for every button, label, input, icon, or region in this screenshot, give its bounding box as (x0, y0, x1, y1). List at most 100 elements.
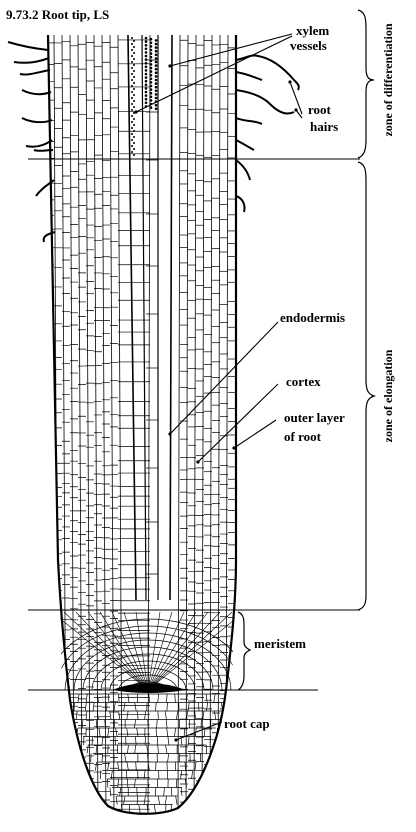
root-hairs-label-line1: root (308, 102, 332, 117)
xylem-label-line2: vessels (290, 38, 327, 53)
meristem-ray (87, 612, 149, 690)
cell-wall (133, 778, 136, 788)
xylem-pit (144, 47, 148, 51)
cell-wall (98, 727, 101, 737)
meristem-ray (63, 612, 149, 690)
xylem-pit (154, 53, 158, 57)
xylem-pit (144, 87, 148, 90)
root-hairs-leader-1 (289, 81, 303, 115)
xylem-pit (131, 43, 133, 45)
leader-arrowheads (134, 64, 298, 742)
endodermis-leader (169, 321, 279, 435)
xylem-pit (144, 36, 148, 40)
cell-wall (154, 787, 157, 797)
xylem-pit (133, 100, 135, 102)
xylem-pit (133, 130, 135, 132)
outer-layer-label-line2: of root (284, 429, 322, 444)
endodermis-label: endodermis (280, 310, 345, 325)
cell-wall (118, 710, 121, 720)
root-hairs-arrow-1 (288, 80, 292, 84)
cell-wall (198, 702, 200, 712)
cell-wall (61, 35, 67, 814)
xylem-pit (144, 40, 148, 43)
xylem-pit (154, 42, 158, 46)
xylem-pit (144, 83, 148, 87)
xylem-pit (131, 37, 133, 39)
cell-wall (147, 753, 149, 763)
cell-grid (46, 35, 236, 814)
stele-right-boundary (169, 34, 173, 601)
xylem-pit (133, 94, 135, 96)
xylem-pit (149, 59, 153, 63)
xylem-pit (131, 49, 133, 51)
xylem-pit (131, 97, 133, 99)
root-hairs-right (235, 54, 300, 213)
cell-wall (202, 710, 205, 720)
meristem-ray (75, 612, 149, 690)
cell-wall (95, 719, 98, 729)
cell-wall (225, 35, 229, 814)
xylem-pit (133, 82, 135, 84)
xylem-pit (133, 76, 135, 78)
cell-wall (123, 702, 126, 712)
xylem-pit (133, 106, 135, 108)
cell-wall (167, 753, 170, 763)
meristem-label: meristem (254, 636, 306, 651)
xylem-pit (149, 99, 153, 102)
xylem-pit (133, 136, 135, 138)
xylem-pit (154, 96, 158, 100)
cell-wall (217, 35, 221, 814)
xylem-pit (144, 69, 148, 72)
xylem-leader-2 (135, 35, 293, 113)
xylem-arrow-1 (168, 64, 172, 68)
cell-wall (165, 744, 168, 754)
cell-wall (164, 710, 167, 720)
xylem-pit (133, 46, 135, 48)
cell-wall (115, 727, 118, 737)
cell-wall (85, 693, 88, 703)
xylem-pit (149, 48, 153, 52)
xylem-pit (131, 139, 133, 141)
cell-wall (148, 693, 150, 703)
cell-wall (92, 702, 95, 712)
cortex-leader (197, 383, 279, 463)
outer-layer-label-line1: outer layer (284, 410, 345, 425)
cortex-label: cortex (286, 374, 321, 389)
cell-wall (165, 719, 168, 729)
cell-wall (206, 702, 209, 712)
cell-wall (135, 761, 137, 771)
cell-wall (119, 787, 122, 797)
xylem-pit (144, 79, 148, 83)
cell-wall (134, 736, 137, 746)
cell-wall (146, 744, 149, 754)
xylem-pit (149, 55, 153, 59)
cell-wall (213, 693, 216, 703)
xylem-pit (131, 127, 133, 129)
xylem-pit (144, 94, 148, 97)
cell-wall (91, 736, 93, 746)
cell-wall (81, 719, 84, 729)
cell-wall (65, 710, 68, 720)
xylem-pit (133, 88, 135, 90)
meristem-ray (147, 612, 233, 690)
xylem-pit (154, 85, 158, 89)
xylem-pit (144, 58, 148, 61)
xylem-pit (133, 148, 135, 150)
cell-wall (109, 35, 115, 814)
cell-wall (174, 727, 177, 737)
meristem-ray (147, 612, 221, 690)
meristem-ray (147, 612, 234, 690)
cell-wall (124, 753, 127, 763)
cell-wall (126, 727, 129, 737)
xylem-arrow-2 (134, 110, 138, 114)
xylem-pit (149, 91, 153, 95)
xylem-pit (149, 63, 153, 66)
cell-wall (109, 710, 112, 720)
cell-wall (185, 693, 188, 703)
xylem-pit (131, 91, 133, 93)
xylem-pit (144, 90, 148, 94)
meristem-ray (147, 612, 173, 690)
cell-wall (125, 770, 128, 780)
cell-wall (134, 719, 137, 729)
cell-wall (117, 761, 120, 771)
